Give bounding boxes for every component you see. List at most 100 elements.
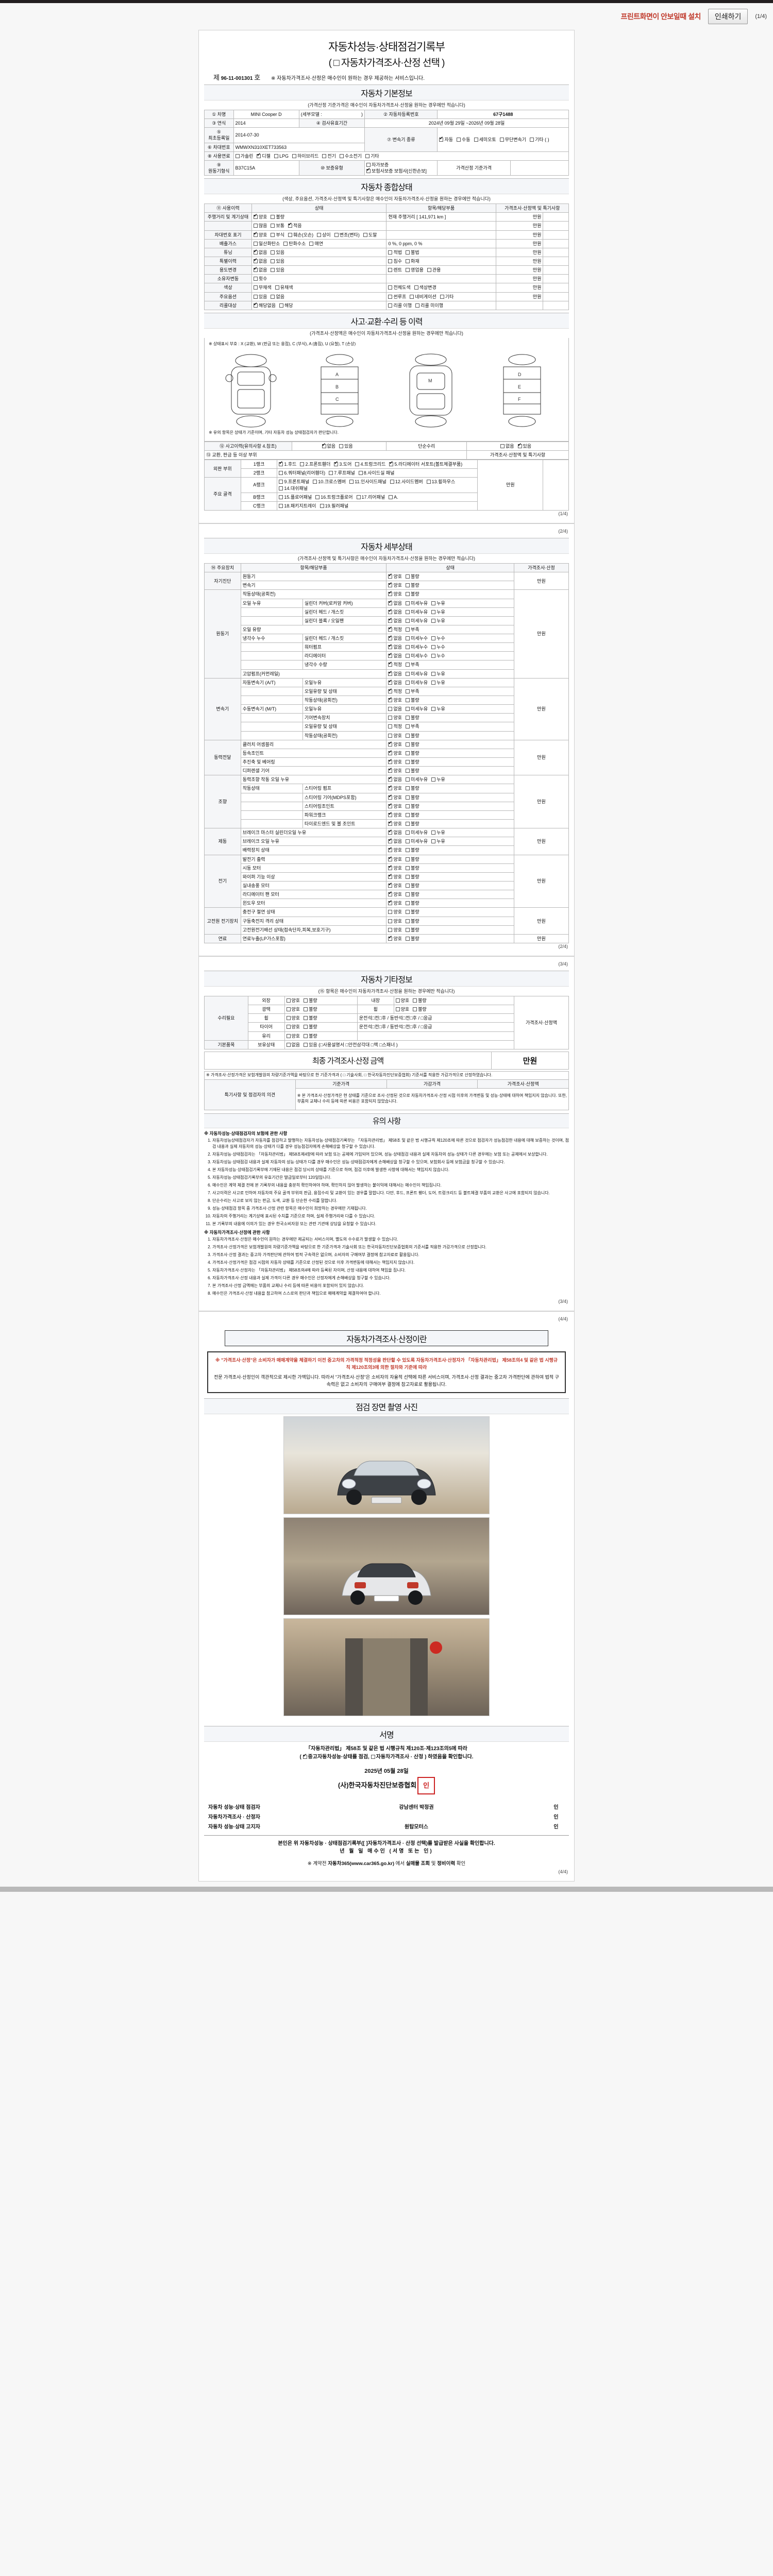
repair-option[interactable]: 불량: [304, 1006, 317, 1012]
checkbox[interactable]: [395, 1007, 400, 1012]
checkbox[interactable]: [388, 829, 393, 835]
checkbox[interactable]: [406, 707, 410, 711]
checkbox[interactable]: [406, 654, 410, 658]
checkbox[interactable]: [406, 857, 410, 861]
device-option[interactable]: 없음: [388, 652, 402, 659]
checkbox[interactable]: [410, 294, 414, 299]
checkbox[interactable]: [406, 795, 410, 800]
transmission-option[interactable]: 기타 ( ): [530, 137, 549, 143]
checkbox[interactable]: [388, 900, 393, 906]
device-option[interactable]: 불량: [406, 697, 419, 703]
warranty-option[interactable]: 보험사보증 보험사[신한손보]: [366, 167, 427, 174]
checkbox[interactable]: [406, 910, 410, 914]
device-option[interactable]: 양호: [388, 785, 402, 791]
checkbox[interactable]: [389, 461, 394, 467]
device-option[interactable]: 양호: [388, 846, 402, 853]
device-option[interactable]: 부족: [406, 688, 419, 694]
device-option[interactable]: 불량: [406, 741, 419, 748]
device-option[interactable]: 불량: [406, 874, 419, 880]
checkbox[interactable]: [388, 600, 393, 605]
checkbox[interactable]: [356, 495, 361, 499]
checkbox[interactable]: [279, 461, 283, 467]
device-option[interactable]: 양호: [388, 820, 402, 827]
repair-option-2[interactable]: 양호: [395, 997, 409, 1004]
device-option[interactable]: 불량: [406, 936, 419, 942]
checkbox[interactable]: [406, 601, 410, 605]
state-option[interactable]: 많음: [253, 223, 267, 229]
checkbox[interactable]: [388, 873, 393, 879]
checkbox-performance-check[interactable]: [303, 1753, 307, 1759]
checkbox[interactable]: [431, 777, 436, 782]
device-option[interactable]: 양호: [388, 794, 402, 801]
repair-option-2[interactable]: 불량: [413, 997, 427, 1004]
repair-option[interactable]: 양호: [286, 1006, 300, 1012]
checkbox[interactable]: [366, 167, 371, 173]
checkbox[interactable]: [279, 471, 283, 476]
state-option[interactable]: 있음: [271, 249, 284, 256]
checkbox[interactable]: [388, 919, 393, 923]
checkbox[interactable]: [388, 590, 393, 597]
state-option[interactable]: 없음: [253, 266, 267, 273]
frame-item[interactable]: 9.프론트패널: [279, 479, 309, 485]
device-option[interactable]: 없음: [388, 608, 402, 615]
checkbox[interactable]: [388, 820, 393, 826]
checkbox[interactable]: [288, 232, 293, 237]
accident-option[interactable]: 없음: [322, 443, 335, 449]
simple-option[interactable]: 없음: [500, 443, 514, 449]
checkbox[interactable]: [406, 884, 410, 888]
device-option[interactable]: 없음: [388, 679, 402, 686]
repair-option[interactable]: 양호: [286, 1033, 300, 1039]
device-option[interactable]: 미세누수: [406, 644, 428, 650]
device-option[interactable]: 부족: [406, 626, 419, 633]
checkbox[interactable]: [431, 601, 436, 605]
checkbox[interactable]: [431, 645, 436, 650]
checkbox[interactable]: [431, 671, 436, 676]
checkbox[interactable]: [358, 471, 363, 476]
checkbox[interactable]: [406, 839, 410, 844]
device-option[interactable]: 미세누유: [406, 829, 428, 836]
checkbox[interactable]: [271, 268, 275, 273]
state-option-2[interactable]: 침수: [388, 258, 402, 264]
checkbox[interactable]: [388, 285, 393, 290]
device-option[interactable]: 누유: [431, 838, 445, 844]
checkbox[interactable]: [388, 626, 393, 632]
checkbox[interactable]: [530, 137, 534, 142]
checkbox[interactable]: [388, 767, 393, 773]
device-option[interactable]: 없음: [388, 670, 402, 677]
checkbox[interactable]: [406, 848, 410, 853]
device-option[interactable]: 양호: [388, 909, 402, 915]
device-option[interactable]: 양호: [388, 767, 402, 774]
checkbox[interactable]: [406, 919, 410, 923]
repair-option[interactable]: 불량: [304, 1024, 317, 1030]
checkbox[interactable]: [274, 154, 278, 158]
checkbox[interactable]: [365, 154, 370, 158]
state-option-2[interactable]: 관용: [427, 267, 441, 273]
state-option-2[interactable]: 네비게이션: [410, 294, 436, 300]
state-option[interactable]: 도말: [363, 232, 377, 238]
device-option[interactable]: 불량: [406, 759, 419, 765]
checkbox[interactable]: [304, 1016, 308, 1021]
state-option[interactable]: 해당: [279, 302, 293, 309]
frame-item[interactable]: 12.사이드멤버: [390, 479, 423, 485]
checkbox[interactable]: [388, 688, 393, 693]
checkbox[interactable]: [388, 865, 393, 870]
checkbox[interactable]: [406, 671, 410, 676]
checkbox-price-survey[interactable]: [371, 1755, 375, 1759]
checkbox[interactable]: [304, 1007, 308, 1012]
print-button[interactable]: 인쇄하기: [708, 9, 748, 24]
panel-item[interactable]: 4.트렁크리드: [355, 461, 385, 467]
checkbox[interactable]: [517, 443, 522, 448]
checkbox[interactable]: [388, 785, 393, 791]
device-option[interactable]: 양호: [388, 811, 402, 818]
checkbox[interactable]: [406, 804, 410, 808]
device-option[interactable]: 누수: [431, 653, 445, 659]
checkbox[interactable]: [388, 259, 393, 263]
device-option[interactable]: 양호: [388, 573, 402, 580]
checkbox[interactable]: [406, 268, 410, 273]
checkbox[interactable]: [388, 573, 393, 579]
checkbox[interactable]: [388, 661, 393, 667]
state-option[interactable]: 보통: [271, 223, 284, 229]
repair-option[interactable]: 양호: [286, 1024, 300, 1030]
device-option[interactable]: 양호: [388, 715, 402, 721]
frame-item[interactable]: 18.패키지트레이: [279, 503, 316, 509]
